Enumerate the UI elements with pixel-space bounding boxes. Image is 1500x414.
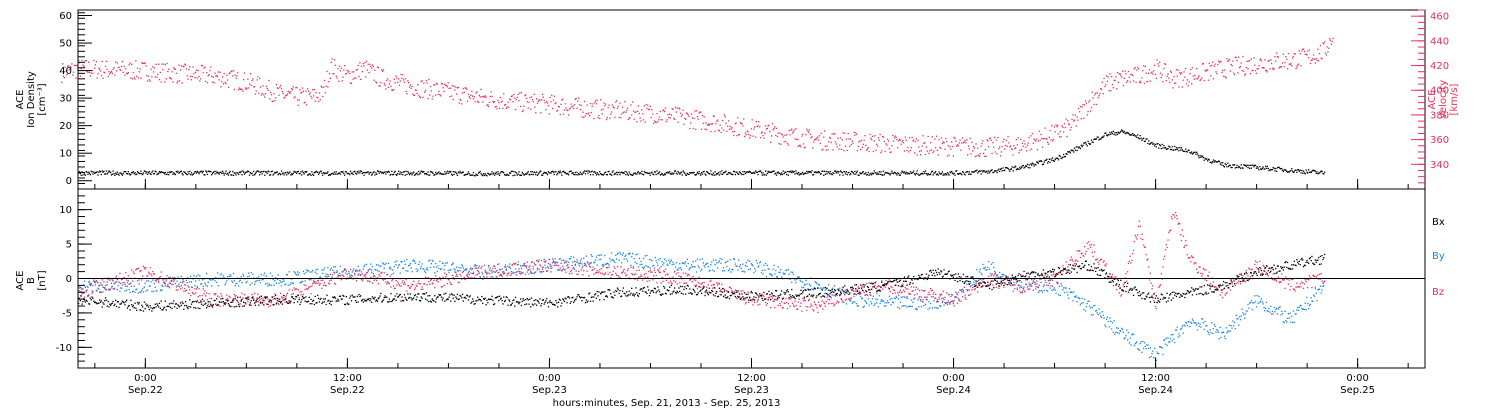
bx-series bbox=[78, 254, 1325, 312]
legend-bz: Bz bbox=[1432, 287, 1444, 298]
bottom-ylabel-line: ACE bbox=[15, 271, 26, 291]
xtick-date-label: Sep.22 bbox=[330, 385, 365, 396]
top-ytick-label: 20 bbox=[59, 121, 72, 132]
top-ytick-label: 60 bbox=[59, 11, 72, 22]
top-ytick-label: 10 bbox=[59, 149, 72, 160]
xtick-date-label: Sep.23 bbox=[532, 385, 567, 396]
legend-by: By bbox=[1432, 251, 1445, 262]
xtick-date-label: Sep.24 bbox=[1138, 385, 1173, 396]
bottom-ytick-label: -10 bbox=[56, 343, 72, 354]
top-ylabel-line: Ion Density bbox=[26, 71, 37, 128]
xtick-label: 0:00 bbox=[134, 373, 156, 384]
xtick-label: 0:00 bbox=[1346, 373, 1368, 384]
bottom-ylabel-line: [nT] bbox=[37, 270, 48, 290]
top-ytick-label: 0 bbox=[66, 176, 72, 187]
bottom-ytick-label: 5 bbox=[66, 240, 72, 251]
xtick-label: 12:00 bbox=[737, 373, 766, 384]
top-y2tick-label: 420 bbox=[1430, 61, 1449, 72]
top-y2tick-label: 360 bbox=[1430, 135, 1449, 146]
top-y2tick-label: 340 bbox=[1430, 160, 1449, 171]
bottom-ytick-label: 0 bbox=[66, 274, 72, 285]
bottom-ytick-label: 10 bbox=[59, 205, 72, 216]
xtick-date-label: Sep.25 bbox=[1340, 385, 1375, 396]
xtick-label: 12:00 bbox=[333, 373, 362, 384]
top-y2label-line: Velocity bbox=[1438, 80, 1449, 119]
top-y2tick-label: 460 bbox=[1430, 12, 1449, 23]
top-ytick-label: 30 bbox=[59, 94, 72, 105]
xtick-label: 0:00 bbox=[538, 373, 560, 384]
top-y2label-line: ACE bbox=[1427, 90, 1438, 110]
xtick-date-label: Sep.24 bbox=[936, 385, 971, 396]
xtick-date-label: Sep.22 bbox=[128, 385, 163, 396]
x-axis-title: hours:minutes, Sep. 21, 2013 - Sep. 25, … bbox=[553, 398, 781, 409]
top-ylabel-line: [cm⁻³] bbox=[37, 83, 48, 115]
bottom-ytick-label: -5 bbox=[62, 308, 72, 319]
top-ytick-label: 50 bbox=[59, 39, 72, 50]
xtick-date-label: Sep.23 bbox=[734, 385, 769, 396]
top-ytick-label: 40 bbox=[59, 66, 72, 77]
by-series bbox=[78, 252, 1325, 361]
xtick-label: 12:00 bbox=[1141, 373, 1170, 384]
density-series bbox=[78, 129, 1325, 176]
top-y2tick-label: 440 bbox=[1430, 36, 1449, 47]
top-y2label-line: [km/s] bbox=[1449, 83, 1460, 115]
xtick-label: 0:00 bbox=[942, 373, 964, 384]
bottom-ylabel-line: B bbox=[26, 277, 37, 284]
legend-bx: Bx bbox=[1432, 217, 1445, 228]
top-ylabel-line: ACE bbox=[15, 90, 26, 110]
